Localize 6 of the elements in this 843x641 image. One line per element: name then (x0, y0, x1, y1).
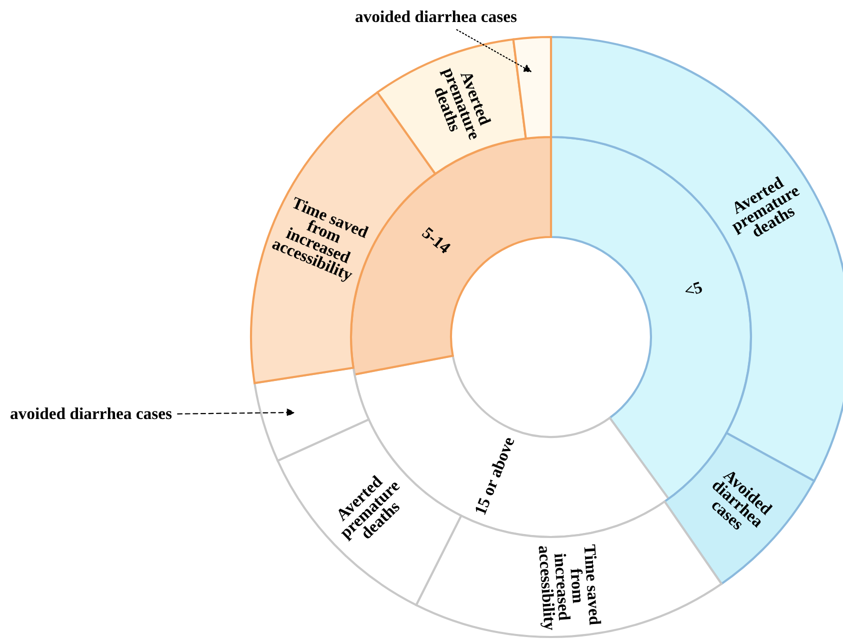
text: 5-14 (422, 226, 452, 254)
text: <5 (684, 282, 703, 298)
text: 15 or above (474, 436, 515, 515)
slice-label: avoided diarrhea cases (10, 407, 172, 420)
slice-label: avoided diarrhea cases (356, 10, 517, 22)
slice-label: Time saved from increased accessibility (535, 544, 602, 631)
